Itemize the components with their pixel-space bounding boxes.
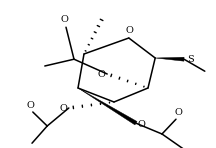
Text: O: O bbox=[27, 101, 34, 110]
Text: S: S bbox=[187, 55, 194, 64]
Text: O: O bbox=[126, 26, 133, 35]
Polygon shape bbox=[78, 88, 137, 125]
Text: O: O bbox=[98, 70, 106, 78]
Text: O: O bbox=[60, 15, 68, 24]
Polygon shape bbox=[155, 57, 184, 61]
Text: O: O bbox=[138, 119, 145, 128]
Text: O: O bbox=[175, 108, 182, 117]
Text: O: O bbox=[59, 104, 67, 113]
